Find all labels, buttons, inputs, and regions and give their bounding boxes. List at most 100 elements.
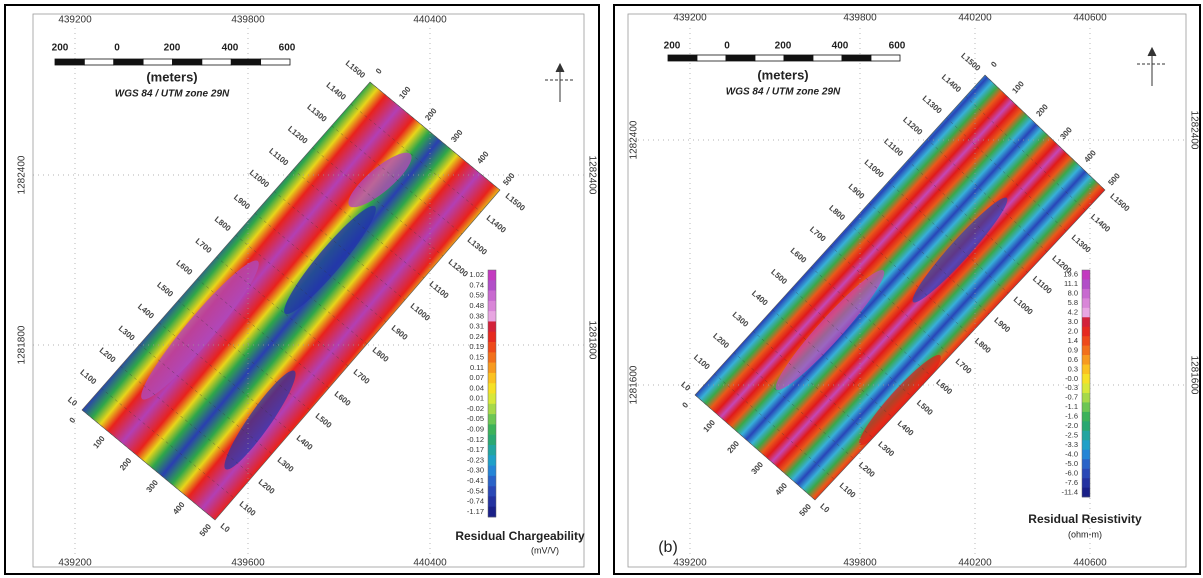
line-label: L200 xyxy=(857,460,877,479)
legend-swatch xyxy=(488,506,496,518)
legend-swatch xyxy=(488,383,496,394)
legend-value: 1.02 xyxy=(469,270,484,279)
line-label: L900 xyxy=(992,316,1012,335)
line-label: L1400 xyxy=(485,213,509,235)
legend-swatch xyxy=(1082,288,1090,299)
survey-line xyxy=(312,147,444,257)
station-label: 100 xyxy=(702,418,718,434)
legend-value: -0.41 xyxy=(467,476,484,485)
station-label: 400 xyxy=(475,149,491,165)
line-label: L1100 xyxy=(1031,274,1054,296)
legend-swatch xyxy=(488,424,496,435)
line-label: L500 xyxy=(915,398,935,417)
scale-label: 600 xyxy=(889,41,906,52)
legend-swatch xyxy=(1082,270,1090,280)
survey-line xyxy=(331,125,463,235)
legend-swatch xyxy=(488,444,496,456)
survey-line xyxy=(350,103,482,213)
scale-bar-segment xyxy=(172,58,203,66)
scale-bar-segment xyxy=(142,58,173,66)
legend-value: 0.48 xyxy=(469,301,484,310)
station-label: 200 xyxy=(726,439,742,455)
north-arrow xyxy=(545,46,1167,102)
legend-swatch xyxy=(1082,421,1090,432)
line-label: L1500 xyxy=(1108,192,1131,214)
legend-title: Residual Chargeability xyxy=(455,529,585,543)
line-label: L400 xyxy=(136,302,156,321)
x-coordinate-label: 439200 xyxy=(673,558,707,569)
x-coordinate-label: 439800 xyxy=(843,558,877,569)
legend-value: 0.3 xyxy=(1068,364,1078,373)
legend-title: Residual Resistivity xyxy=(1028,512,1142,526)
legend-value: 0.74 xyxy=(469,280,484,289)
line-label: L0 xyxy=(818,502,831,515)
scale-bar-segment xyxy=(870,54,901,62)
line-label: L200 xyxy=(98,346,118,365)
legend-swatch xyxy=(488,311,496,322)
station-label: 100 xyxy=(91,434,107,450)
legend-swatch xyxy=(1082,374,1090,384)
line-label: L700 xyxy=(352,367,372,386)
legend-value: -2.0 xyxy=(1065,421,1078,430)
legend-swatch xyxy=(1082,478,1090,488)
line-label: L1500 xyxy=(504,191,528,213)
line-label: L0 xyxy=(66,395,79,408)
x-coordinate-label: 440600 xyxy=(1073,558,1107,569)
legend-value: 0.59 xyxy=(469,291,484,300)
line-label: L1200 xyxy=(286,124,310,146)
station-label: 100 xyxy=(1010,79,1026,95)
line-label: L600 xyxy=(333,389,353,408)
legend-value: 3.0 xyxy=(1068,317,1078,326)
line-label: L1400 xyxy=(940,72,963,94)
legend-swatch xyxy=(1082,326,1090,337)
legend-value: 0.9 xyxy=(1068,345,1078,354)
legend-swatch xyxy=(1082,345,1090,356)
line-label: L600 xyxy=(174,258,194,277)
line-label: L700 xyxy=(194,236,214,255)
scale-bar-segment xyxy=(841,54,872,62)
legend-value: -0.02 xyxy=(467,404,484,413)
scale-label: 400 xyxy=(222,43,239,54)
line-label: L800 xyxy=(371,345,391,364)
line-label: L1400 xyxy=(1089,212,1112,234)
legend-value: -2.5 xyxy=(1065,431,1078,440)
legend-swatch xyxy=(488,465,496,477)
line-label: L1000 xyxy=(863,158,886,180)
legend-value: 0.19 xyxy=(469,342,484,351)
line-label: L1500 xyxy=(344,59,368,81)
legend-value: 8.0 xyxy=(1068,289,1078,298)
survey-line xyxy=(369,81,501,191)
line-label: L1200 xyxy=(447,257,471,279)
survey-line xyxy=(984,74,1106,191)
legend-value: 0.15 xyxy=(469,352,484,361)
station-label: 300 xyxy=(1058,125,1074,141)
legend-swatch xyxy=(488,372,496,384)
survey-line xyxy=(714,373,835,480)
station-label: 0 xyxy=(680,400,690,410)
station-label: 200 xyxy=(118,456,134,472)
survey-line xyxy=(772,309,893,418)
legend-swatch xyxy=(1082,468,1090,479)
legend-swatch xyxy=(1082,392,1090,403)
x-coordinate-label: 440400 xyxy=(413,15,447,26)
scale-bar-segment xyxy=(230,58,262,66)
legend-value: 4.2 xyxy=(1068,308,1078,317)
legend-value: -4.0 xyxy=(1065,449,1078,458)
legend-swatch xyxy=(1082,459,1090,469)
survey-line xyxy=(254,213,387,323)
legend-value: 0.31 xyxy=(469,322,484,331)
x-coordinate-label: 439800 xyxy=(843,13,877,24)
resistivity-map xyxy=(695,75,1105,500)
legend-swatch xyxy=(488,352,496,363)
legend-swatch xyxy=(488,342,496,353)
line-label: L1100 xyxy=(267,146,290,167)
station-label: 300 xyxy=(750,460,766,476)
scale-bar-segment xyxy=(201,58,232,66)
legend-value: -0.0 xyxy=(1065,374,1078,383)
line-label: L800 xyxy=(973,336,993,355)
line-label: L1300 xyxy=(466,235,490,257)
line-label: L1400 xyxy=(325,81,349,103)
legend-swatch xyxy=(1082,317,1090,328)
scale-bar-segment xyxy=(783,54,814,62)
